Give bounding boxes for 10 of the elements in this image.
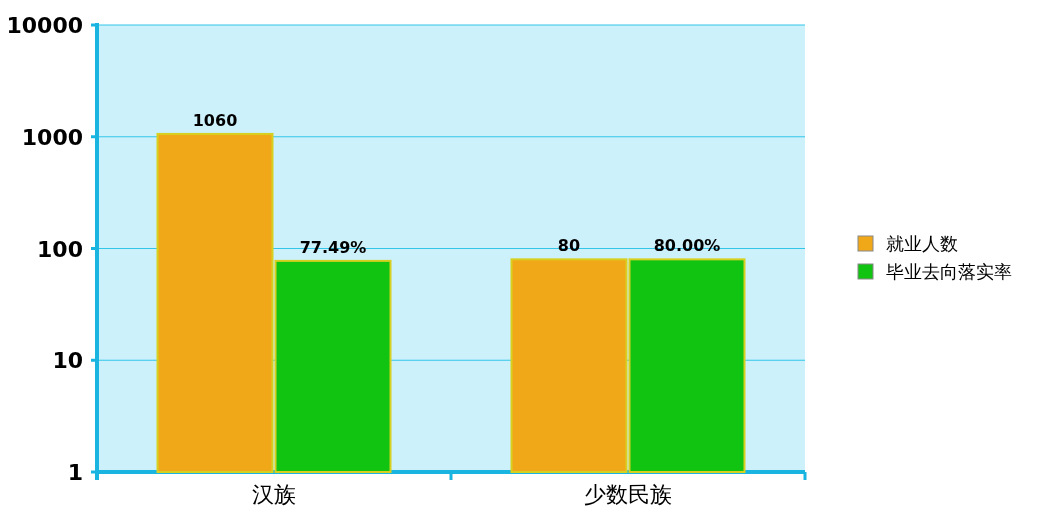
y-tick-label: 1	[67, 460, 83, 485]
y-tick-label: 10	[52, 348, 83, 374]
data-label: 1060	[192, 110, 238, 130]
y-tick-label: 10000	[6, 13, 83, 38]
x-tick-label: 汉族	[252, 482, 296, 507]
legend-label: 毕业去向落实率	[886, 261, 1012, 282]
y-tick-label: 1000	[21, 124, 83, 150]
x-tick-label: 少数民族	[584, 482, 672, 507]
legend-label: 就业人数	[886, 233, 958, 254]
y-tick-label: 100	[37, 236, 83, 262]
